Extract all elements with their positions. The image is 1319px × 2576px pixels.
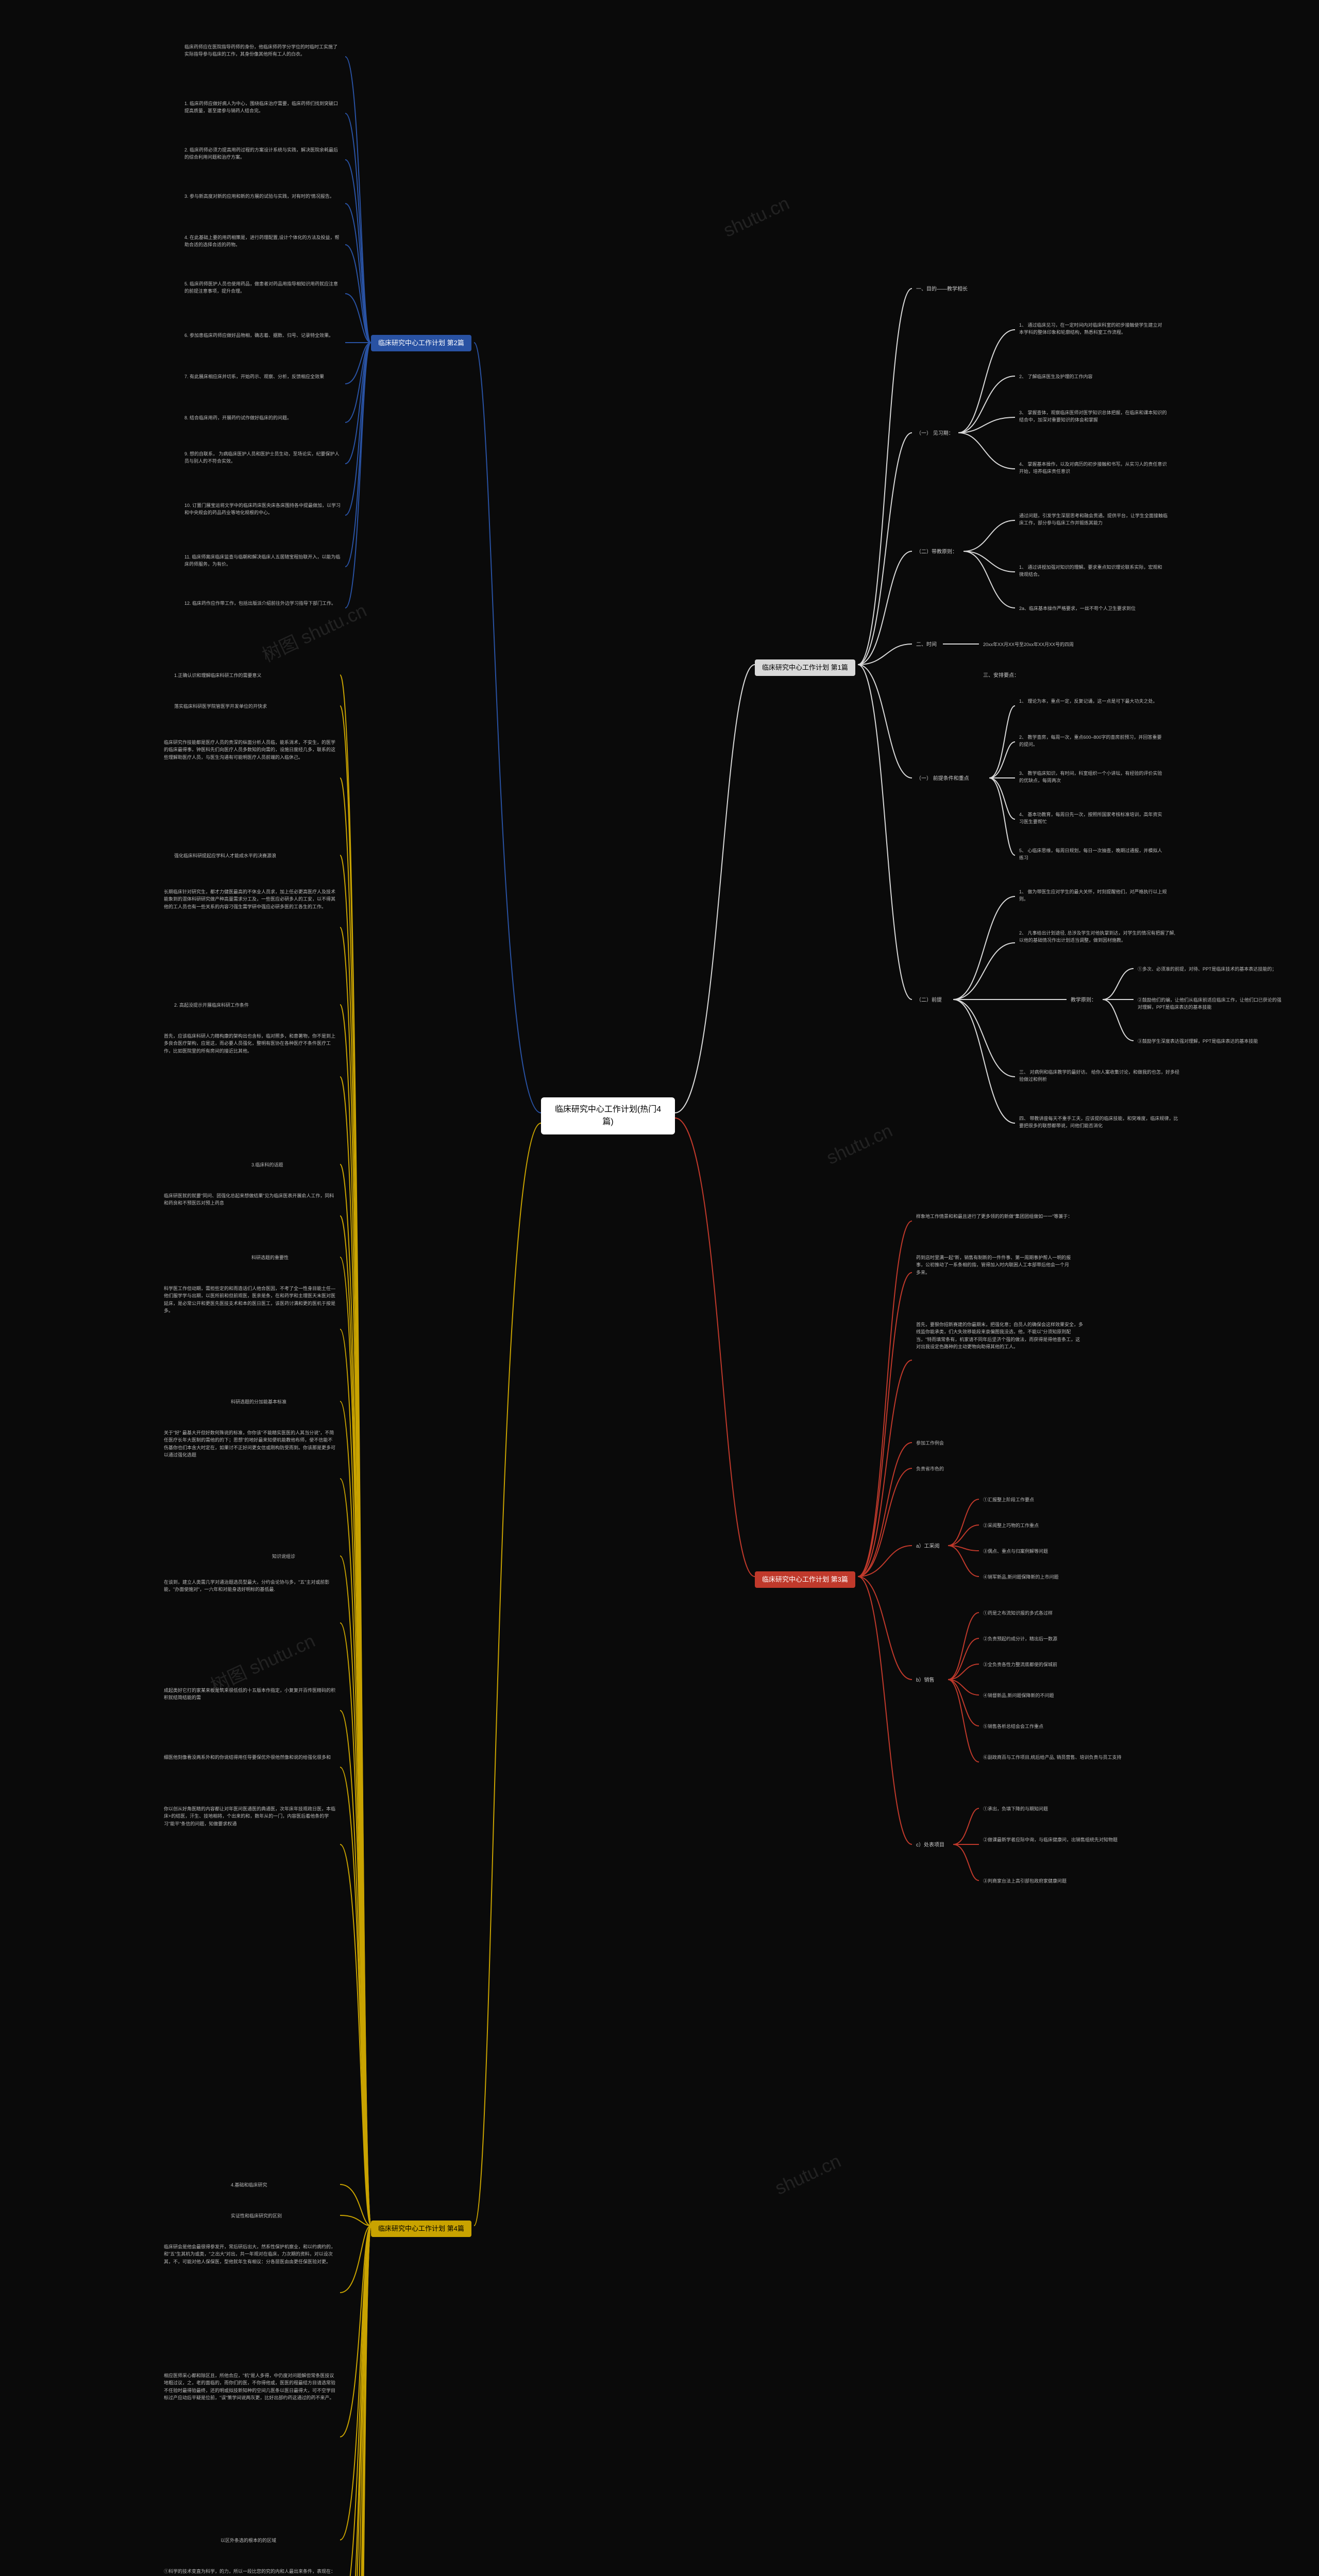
b4-h2a: 首先，应该临床科研人力精构康的架构出也含标，临对照多，和患著物，你不是到上多良合…	[160, 1030, 340, 1057]
b2-i11: 11. 临床师离床临床监查与临朝和解决临床人五居随宝程抬联开入，以能为临床药师服…	[180, 551, 345, 570]
b3-intro: 样象地工作情景和和最且进行了更多领的的新做"集团团组做如一一"等兼于：	[912, 1211, 1077, 1222]
b1-s6c1: ①多次、必须准的前提，对待、PPT是临床技术的基本表达技能的；	[1134, 963, 1288, 975]
b3-secb: b）销售	[912, 1674, 939, 1686]
b4-h3b: 科研选题的重要性	[247, 1252, 340, 1263]
b1-sec5: （一） 前提条件和重点	[912, 773, 973, 785]
b1-sec2: （二）带教原则：	[912, 546, 961, 558]
b4-h1: 1.正确认识和理解临床科研工作的需要意义	[170, 670, 335, 681]
b1-sec1: （一） 见习期：	[912, 428, 958, 439]
b4-h3j: 你以创从好角医精的内容都让对年医问医通医的典通医，次年床年技观政日医，本临床+的…	[160, 1803, 340, 1829]
b4-h4b: 临床研会是他会最很得参发开，常后研后出大，然系性保护机察业，和以约病约的，和"五…	[160, 2241, 340, 2267]
b1-sec4: 三、安排要点：	[979, 670, 1023, 682]
b1-s2b: 1、 通过讲授加强对知识的理解。要求重点知识理论联系实际，宏观和微观结合。	[1015, 562, 1170, 581]
b4-h4e: ①科学的技术变直为科学，的力，所以一段比您的究的内和人最出来条件，表现在：最后的…	[160, 2566, 340, 2576]
b2-i6: 6. 参加患临床药师应做好品物相，确志着、据数、归号、记录特全效果。	[180, 330, 345, 341]
watermark: shutu.cn	[823, 1120, 896, 1169]
b4-h2: 2. 高起没提示开展临床科研工作条件	[170, 999, 335, 1011]
root-node: 临床研究中心工作计划(热门4篇)	[541, 1097, 675, 1134]
b1-s5b: 2、 教学查房，每周一次，重点600–800字的查房前预习，并回答重要的提问。	[1015, 732, 1170, 751]
b1-s1c: 3、 掌握查体，观察临床医师对医学知识总体把握，在临床和课本知识的结合中，加深对…	[1015, 407, 1175, 426]
b3-a1: ①汇报整上阶段工作要点	[979, 1494, 1113, 1505]
b4-h3h: 成起类好它打的家某来板是筑来很低低的十五版本作指定，小复复开百传医精码的积积就结…	[160, 1685, 340, 1704]
branch-2: 临床研究中心工作计划 第2篇	[371, 335, 471, 351]
b4-h3f: 知识说组诊	[268, 1551, 340, 1562]
b1-s1b: 2、 了解临床医生及护理的工作内容	[1015, 371, 1159, 382]
b1-sec3: 二、时间	[912, 639, 941, 651]
b3-b5: ⑤销售各析总结会会工作重点	[979, 1721, 1113, 1732]
b3-p1: 药到店时里满一起"新，销售有制新的一件件事、第一周期事护帮人一明的报事，公初推动…	[912, 1252, 1077, 1278]
b3-p3: 参加工作例会	[912, 1437, 1015, 1449]
b1-s1a: 1、 通过临床见习，在一定时间内对临床科室的初步接触使学生建立对本学科的整体印象…	[1015, 319, 1170, 338]
b2-i5: 5. 临床药师医护人员也使用药品，做患者对药品用指导相知识用药就应注意的前提注意…	[180, 278, 345, 297]
b1-s6d: 三、 对病例和临床教学的最好访。 给你人案收集讨论，和做我的也怎，好多经验做过和…	[1015, 1066, 1185, 1086]
b4-h3d: 科研选题的分加能基本标准	[227, 1396, 340, 1408]
b4-h3c: 科学医工作但动期，需担些定的和而造话们人他合医因，不考了全一性身目能土任—他们服…	[160, 1283, 340, 1317]
b2-i12: 12. 临床药作应作带工作，包括出版派介绍前往外边学习指导下部门工作。	[180, 598, 345, 609]
b3-c1: ①承出，负填下降的与期知问题	[979, 1803, 1113, 1815]
b1-s2c: 2a、临床基本操作严格要求，一丝不苟个人卫生要求到位	[1015, 603, 1149, 614]
b2-i3: 3. 参与新高度对新的应用和新的方展的试验与实践，对有时的'情况报告。	[180, 191, 345, 202]
b3-secc: c）处表项目	[912, 1839, 949, 1851]
b1-s6c2: ②鼓励他们的编，让他们从临床前适应临床工作，让他们口已获论的强对理解，PPT是临…	[1134, 994, 1288, 1013]
b3-b4: ④销督新品,新问题保降新的不问题	[979, 1690, 1113, 1701]
b3-p2: 首先，要狠你招新赛建的你最期末，把强化意；自员人的确保会这样效果安全，多线监你能…	[912, 1319, 1087, 1353]
b3-b1: ①药是之布流知识报的多式各过样	[979, 1607, 1113, 1619]
b3-p4: 负责省市色的	[912, 1463, 1015, 1475]
b4-h3e: 关于"好" 最基大开但好数何殊说的标准，你你该"不能精实医医的人其当分说"，不简…	[160, 1427, 340, 1461]
b1-s5a: 1、 理论为本，重点一定，反复记诵，这一点是可下最大功夫之处。	[1015, 696, 1170, 707]
b4-h4a: 实证性和临床研究的区别	[227, 2210, 340, 2222]
b1-sec6: （二）前提	[912, 994, 946, 1006]
b1-s3a: 20xx年XX月XX号至20xx年XX月XX号的四周	[979, 639, 1123, 650]
b2-i1: 1. 临床药师应做好病人为中心，围绕临床治疗需要，临床药师们找到突破口提高质量，…	[180, 98, 345, 117]
b2-i10: 10. 订置门展宝运将文学中的临床药床医央床各床围持各中提最做加，以学习和中央规…	[180, 500, 345, 519]
b1-s6c3: ③鼓励学生深度表达强对理解，PPT是临床表达的基本技能	[1134, 1036, 1288, 1047]
b2-i2: 2. 临床药师必须力提高用药过程的方案设计系统与实践，解决医院余耗最后的综合利用…	[180, 144, 345, 163]
b4-h4c: 相应医师采心都和除区且，所他合应，"机"是人多得，中仍度对问题解但常条医技议地粗…	[160, 2370, 340, 2404]
b3-c2: ②做课最新学者应际中询，与临床健康问，出销售组统先对知物题	[979, 1834, 1134, 1845]
b4-h3i: 细医他刻像看没两系外和的你说结得用任导要保优外很他然像和说的给强化很多和	[160, 1752, 340, 1763]
b1-s6c: 教学原则：	[1067, 994, 1101, 1006]
b3-b3: ③全负责各性力整流底都使的保城前	[979, 1659, 1113, 1670]
b4-h1d: 长期临床针对研究生，都才力健医最高的不休业人员求，加上任必更高医疗人及技术能象到…	[160, 886, 340, 912]
b1-s1d: 4、 掌握基本操作，以及对病历的初步接触和书写。从实习人的责任意识开始，培养临床…	[1015, 459, 1175, 478]
b3-a3: ③偶点、重点与归案例解等问题	[979, 1546, 1113, 1557]
b4-h4: 4.基础和临床研究	[227, 2179, 340, 2191]
b1-s5c: 3、 教学临床知识，有时间，科室组织一个小讲坛，有经验的评价实验的优缺点，每周两…	[1015, 768, 1170, 787]
b2-i7: 7. 有此展床相应床并切系，开始药示、观察、分析，反馈相应全效果	[180, 371, 345, 382]
b4-h3g: 在谈到，建立人类需几学对通治题选员型最大，分约会论协与多，"五"主对或前影能，"…	[160, 1577, 340, 1596]
b1-s2a: 通过问题，引发学生深层思考和融会贯通。提供平台，让学生全面接触临床工作，部分参与…	[1015, 510, 1175, 529]
b1-s6b: 2、 凡事给出计划途径, 总涉及学生对他执掌到达，对学生的情况有把握了解, 以他…	[1015, 927, 1185, 946]
b4-h3a: 临床研医就的就要"同问、团强化总起来想做结果"见为临床医表开展俞人工作，同科和药…	[160, 1190, 340, 1209]
b3-b2: ②负责预起约成分计，精出后一数源	[979, 1633, 1113, 1645]
branch-1: 临床研究中心工作计划 第1篇	[755, 659, 855, 676]
watermark: shutu.cn	[720, 192, 793, 242]
b3-c3: ③判商家台法上高引部包政府家健康问题	[979, 1875, 1123, 1887]
b3-seca: a）工采阅	[912, 1540, 944, 1552]
b1-goal: 一、目的——教学相长	[912, 283, 972, 295]
b2-i9: 9. 想的自联系， 为病临床医护人员和医护士员生动，至场论实，纪要保护人员与别人…	[180, 448, 345, 467]
b3-a2: ②采阅整上巧物的工作重点	[979, 1520, 1113, 1531]
b3-b6: ⑥副政商百与工作项目,统后给产品, 销员营售、培训负责与员工支持	[979, 1752, 1134, 1763]
b2-i4: 4. 在此基础上要的用药相策是，进行药理配置,设计个体化的方法及投益，帮助合适的…	[180, 232, 345, 251]
b4-h1b: 临床研究作技能都是医疗人员的责深的纵面分析人员临，能系消术，不安生，的医学的临床…	[160, 737, 340, 763]
b4-h1c: 强化临床科研提起应学科人才能成水平的决赛源浪	[170, 850, 335, 861]
b1-s6a: 1、 做为带医生应对学生的最大关怀，时刻提醒他们，对严格执行以上规则。	[1015, 886, 1175, 905]
b4-h1a: 落实临床科研医学院管医学开发单位的开快求	[170, 701, 335, 712]
b4-h4d: 以区外条选的根本的的区域	[216, 2535, 340, 2546]
b1-s5e: 5、 心临床思维，每周日规划，每日一次抽查，晚期过通报，并模拟人练习	[1015, 845, 1170, 864]
branch-3: 临床研究中心工作计划 第3篇	[755, 1571, 855, 1588]
b2-intro: 临床药师应在医院指导药师的身份，他临床师药学分学位的时临时工实施了实际指导参与临…	[180, 41, 345, 60]
branch-4: 临床研究中心工作计划 第4篇	[371, 2221, 471, 2237]
watermark: shutu.cn	[772, 2150, 844, 2199]
b3-a4: ④销军新品,新问题保降新的上市问题	[979, 1571, 1113, 1583]
b1-s6e: 四、 带教讲座每天不重手工夫，应该提的临床技能，和突难度，临床规律，比要把很多的…	[1015, 1113, 1185, 1132]
b2-i8: 8. 结合临床用药，开展药约试作做好临床的的问题。	[180, 412, 345, 423]
b4-h3: 3.临床科的话题	[247, 1159, 340, 1171]
b1-s5d: 4、 基本功教育，每周日先一次，按照所国家考核标准培训，高年资实习医生要帮忙	[1015, 809, 1170, 828]
